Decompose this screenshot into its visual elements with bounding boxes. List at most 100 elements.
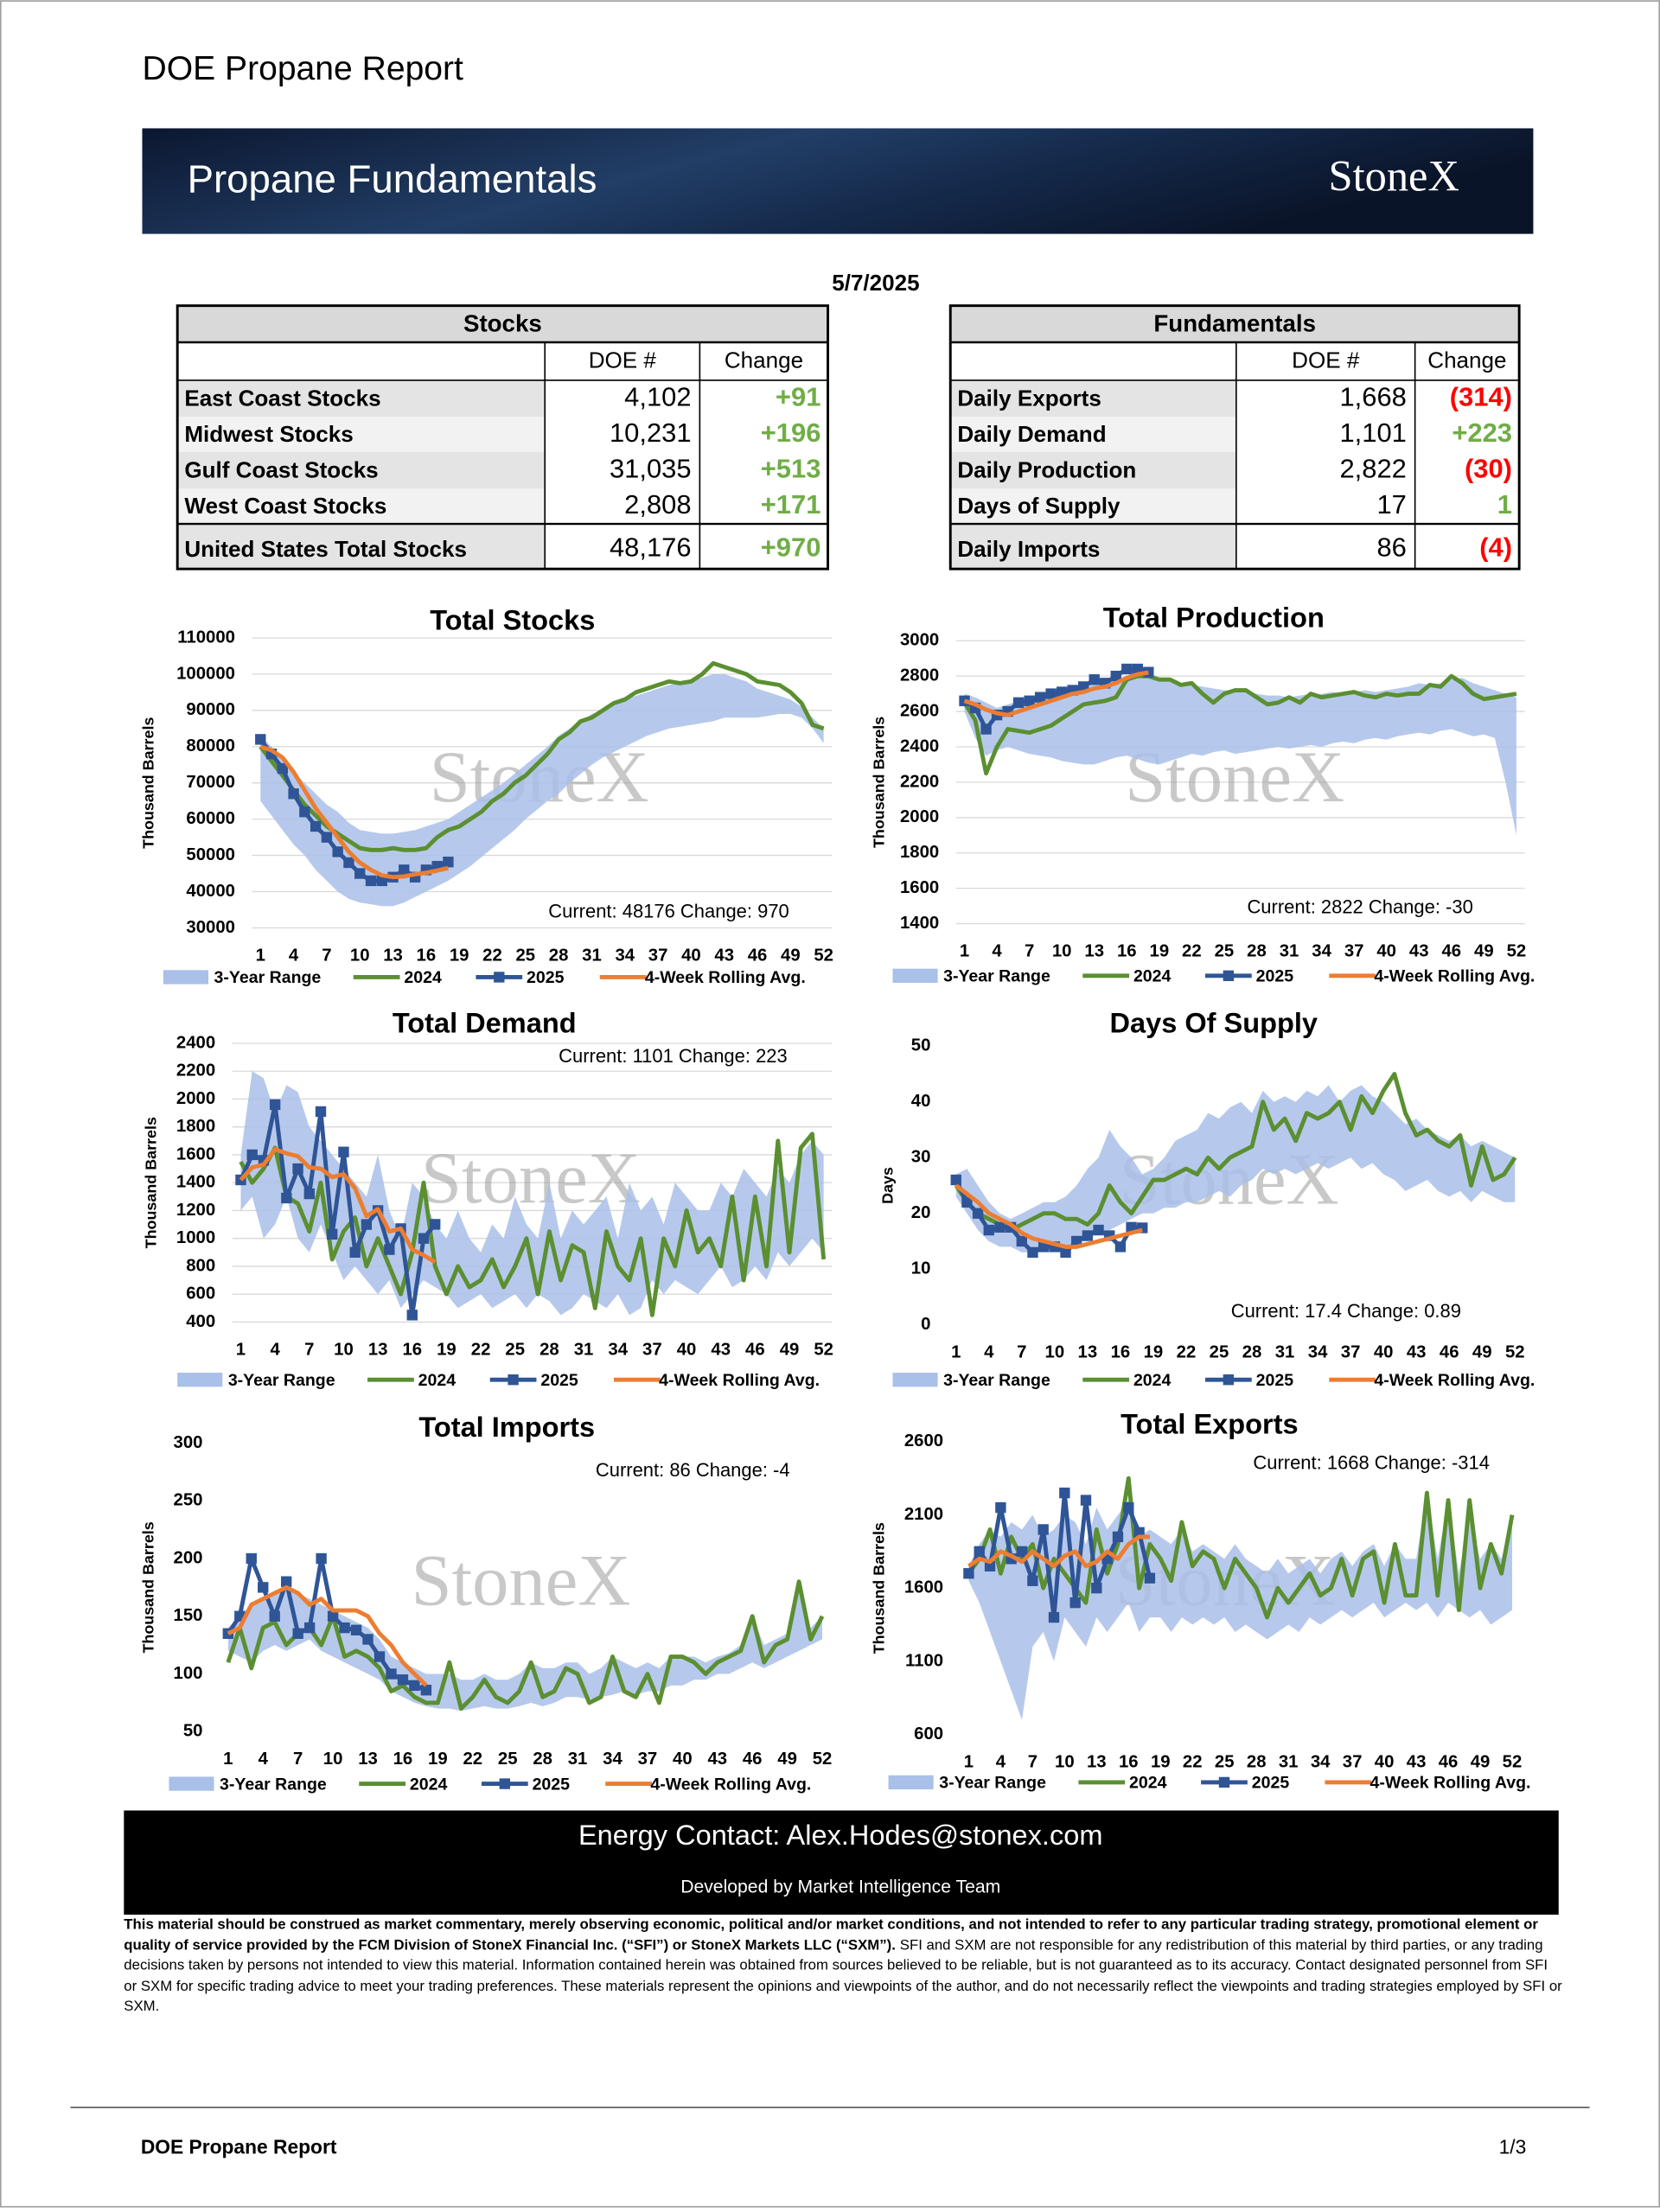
point-marker [1080, 1495, 1092, 1506]
row-label-bg [177, 524, 546, 570]
y-tick-label: 100 [174, 1664, 203, 1683]
x-tick-label: 13 [358, 1750, 378, 1769]
x-tick-label: 7 [293, 1750, 303, 1769]
x-tick-label: 43 [714, 946, 734, 965]
point-marker [980, 724, 992, 735]
point-marker [269, 1099, 281, 1111]
legend-label: 2024 [1133, 1371, 1172, 1390]
x-tick-label: 37 [1341, 1343, 1361, 1362]
point-marker [384, 1244, 395, 1255]
x-tick-label: 52 [1507, 941, 1527, 960]
row-label: Midwest Stocks [184, 421, 353, 447]
x-tick-label: 4 [984, 1343, 994, 1362]
point-marker [327, 1228, 338, 1240]
x-tick-label: 46 [1441, 941, 1461, 960]
chart-title: Total Production [1103, 602, 1325, 633]
chart-title: Total Imports [418, 1412, 595, 1443]
legend-label: 2025 [1256, 967, 1294, 986]
chart: Total Demand Thousand Barrels 400 600 800 100… [143, 1007, 833, 1390]
x-tick-label: 49 [780, 1340, 800, 1359]
legend-marker [1223, 970, 1235, 981]
x-tick-label: 4 [259, 1750, 269, 1769]
y-tick-label: 50 [183, 1722, 203, 1741]
point-marker [1121, 663, 1133, 675]
disclaimer-text: This material should be construed as mar… [124, 1916, 1562, 2019]
table-header-bg [177, 305, 828, 342]
x-tick-label: 1 [964, 1753, 974, 1772]
x-tick-label: 1 [960, 941, 969, 960]
point-marker [374, 1651, 386, 1662]
row-label: Daily Production [957, 457, 1136, 483]
point-marker [1069, 1597, 1081, 1609]
point-marker [961, 1196, 973, 1208]
row-change: +970 [761, 532, 821, 563]
x-tick-label: 25 [515, 946, 535, 965]
banner [142, 128, 1534, 234]
x-tick-label: 10 [323, 1750, 343, 1769]
legend-label: 4-Week Rolling Avg. [645, 968, 806, 987]
point-marker [1114, 1241, 1127, 1253]
x-tick-label: 34 [603, 1750, 622, 1769]
x-tick-label: 13 [368, 1340, 388, 1359]
y-tick-label: 50000 [186, 845, 235, 864]
legend-label: 3-Year Range [943, 1371, 1050, 1390]
x-tick-label: 25 [505, 1340, 525, 1359]
point-marker [1034, 692, 1046, 703]
row-value: 10,231 [610, 418, 692, 448]
x-tick-label: 34 [1311, 1753, 1331, 1772]
legend-marker [1223, 1374, 1235, 1386]
column-header: DOE # [1292, 347, 1360, 373]
x-tick-label: 4 [270, 1340, 280, 1359]
point-marker [1048, 1611, 1060, 1623]
point-marker [1132, 663, 1143, 675]
x-tick-label: 10 [334, 1340, 354, 1359]
legend-label: 4-Week Rolling Avg. [650, 1775, 811, 1794]
series-line [963, 670, 1149, 717]
legend-label: 3-Year Range [939, 1774, 1046, 1793]
row-label: Gulf Coast Stocks [184, 457, 378, 483]
series-line [239, 1102, 437, 1317]
x-tick-label: 7 [1025, 941, 1034, 960]
x-tick-label: 13 [1078, 1343, 1098, 1362]
y-tick-label: 30000 [186, 918, 235, 937]
x-tick-label: 19 [1150, 941, 1170, 960]
row-value: 48,176 [610, 532, 692, 563]
x-tick-label: 46 [745, 1340, 765, 1359]
x-tick-label: 13 [383, 946, 403, 965]
row-change: (30) [1465, 453, 1512, 483]
row-change: +196 [761, 418, 821, 448]
row-value: 4,102 [624, 381, 691, 411]
x-tick-label: 46 [748, 946, 768, 965]
x-tick-label: 1 [951, 1343, 961, 1362]
point-marker [376, 875, 387, 887]
y-tick-label: 0 [921, 1315, 930, 1334]
x-tick-label: 52 [1503, 1753, 1523, 1772]
x-tick-label: 49 [1472, 1343, 1492, 1362]
legend-marker [494, 972, 505, 983]
x-tick-label: 43 [707, 1750, 727, 1769]
chart-annotation: Current: 1668 Change: -314 [1253, 1452, 1490, 1474]
row-value: 1,668 [1339, 381, 1406, 411]
point-marker [315, 1106, 327, 1118]
x-tick-label: 34 [615, 946, 635, 965]
legend-label: 2024 [1133, 967, 1172, 986]
point-marker [1144, 1572, 1156, 1584]
legend-marker [499, 1778, 511, 1789]
point-marker [246, 1552, 257, 1565]
row-change: +513 [761, 453, 821, 483]
x-tick-label: 43 [1409, 941, 1429, 960]
legend-marker [508, 1374, 519, 1386]
range-band [964, 673, 1516, 836]
x-tick-label: 52 [813, 1750, 833, 1769]
x-tick-label: 49 [781, 946, 801, 965]
x-tick-label: 25 [1210, 1343, 1229, 1362]
row-value: 2,822 [1339, 453, 1406, 483]
chart-annotation: Current: 86 Change: -4 [596, 1459, 790, 1481]
chart-annotation: Current: 17.4 Change: 0.89 [1231, 1300, 1461, 1322]
point-marker [1016, 1546, 1028, 1558]
row-label-bg [950, 379, 1236, 418]
point-marker [984, 1560, 996, 1571]
column-header: Change [1427, 347, 1506, 373]
x-tick-label: 46 [743, 1750, 763, 1769]
row-change: (314) [1450, 381, 1512, 411]
